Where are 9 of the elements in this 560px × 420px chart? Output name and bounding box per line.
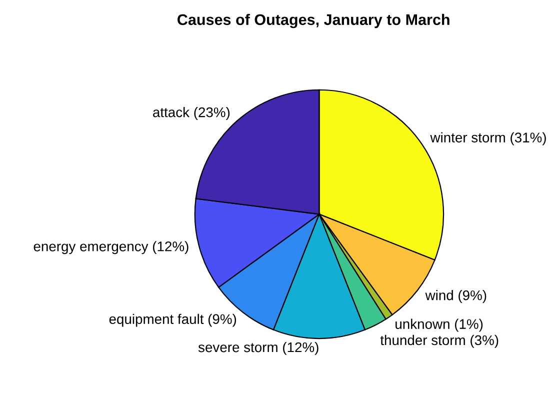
slice-label: energy emergency (12%) — [34, 241, 188, 254]
slice-label: unknown (1%) — [396, 318, 483, 332]
slice-label: wind (9%) — [425, 290, 486, 303]
chart-title: Causes of Outages, January to March — [178, 14, 450, 28]
slice-label: severe storm (12%) — [198, 342, 318, 355]
slice-label: winter storm (31%) — [430, 132, 546, 146]
slice-label: attack (23%) — [153, 107, 230, 120]
slice-label: thunder storm (3%) — [380, 334, 498, 348]
slice-label: equipment fault (9%) — [109, 314, 236, 327]
